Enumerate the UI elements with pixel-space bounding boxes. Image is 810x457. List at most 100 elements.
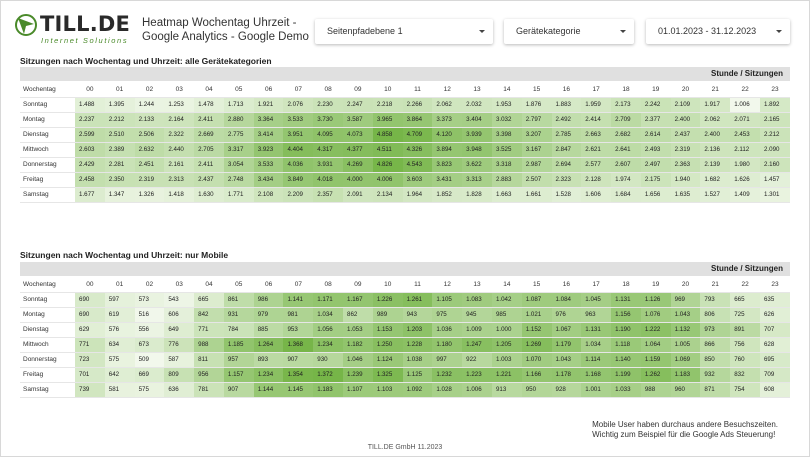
heatmap-cell: 1.009 bbox=[462, 322, 492, 338]
heatmap-cell: 4.073 bbox=[343, 127, 373, 143]
heatmap-cell: 1.921 bbox=[253, 97, 284, 113]
table-2-band-label: Stunde / Sitzungen bbox=[711, 264, 783, 273]
heatmap-cell: 2.313 bbox=[164, 172, 195, 188]
chevron-down-icon bbox=[776, 30, 782, 33]
heatmap-cell: 1.131 bbox=[581, 322, 612, 338]
heatmap-cell: 3.603 bbox=[402, 172, 433, 188]
heatmap-cell: 3.398 bbox=[491, 127, 522, 143]
heatmap-cell: 2.987 bbox=[521, 157, 552, 173]
heatmap-cell: 756 bbox=[730, 337, 760, 353]
table-row: Montag 690 619 516 606 842 931 979 981 1.034 862 98… bbox=[20, 307, 790, 323]
table-2-title: Sitzungen nach Wochentag und Uhrzeit: nu… bbox=[20, 250, 229, 260]
heatmap-cell: 2.437 bbox=[194, 172, 224, 188]
heatmap-cell: 695 bbox=[759, 352, 790, 368]
hour-header: 21 bbox=[700, 82, 731, 98]
heatmap-cell: 1.828 bbox=[462, 187, 492, 203]
chevron-down-icon bbox=[620, 30, 626, 33]
heatmap-cell: 1.247 bbox=[462, 337, 492, 353]
table-row: Mittwoch 771 634 673 776 988 1.185 1.264 1.368 1.… bbox=[20, 337, 790, 353]
hour-header: 11 bbox=[402, 82, 433, 98]
heatmap-cell: 3.931 bbox=[313, 157, 344, 173]
heatmap-cell: 2.507 bbox=[521, 172, 552, 188]
heatmap-cell: 723 bbox=[75, 352, 105, 368]
heatmap-cell: 3.533 bbox=[283, 112, 314, 128]
row-header-label: Wochentag bbox=[20, 277, 75, 293]
heatmap-cell: 1.166 bbox=[521, 367, 552, 383]
heatmap-cell: 1.043 bbox=[670, 307, 701, 323]
heatmap-cell: 862 bbox=[343, 307, 373, 323]
heatmap-cell: 2.440 bbox=[164, 142, 195, 158]
heatmap-cell: 2.437 bbox=[670, 127, 701, 143]
heatmap-cell: 2.323 bbox=[551, 172, 582, 188]
heatmap-cell: 2.266 bbox=[402, 97, 433, 113]
heatmap-cell: 950 bbox=[521, 382, 552, 398]
heatmap-cell: 4.269 bbox=[343, 157, 373, 173]
heatmap-cell: 1.087 bbox=[521, 292, 552, 308]
heatmap-cell: 985 bbox=[491, 307, 522, 323]
hour-header: 23 bbox=[759, 82, 790, 98]
heatmap-cell: 3.373 bbox=[432, 112, 463, 128]
heatmap-cell: 2.091 bbox=[343, 187, 373, 203]
heatmap-cell: 793 bbox=[700, 292, 731, 308]
heatmap-cell: 2.160 bbox=[759, 157, 790, 173]
heatmap-cell: 1.157 bbox=[223, 367, 254, 383]
heatmap-cell: 1.684 bbox=[611, 187, 641, 203]
heatmap-cell: 2.883 bbox=[491, 172, 522, 188]
heatmap-cell: 771 bbox=[75, 337, 105, 353]
heatmap-cell: 576 bbox=[104, 322, 135, 338]
heatmap-cell: 3.054 bbox=[223, 157, 254, 173]
table-1-band: Stunde / Sitzungen bbox=[20, 67, 790, 81]
heatmap-cell: 771 bbox=[194, 322, 224, 338]
report-title-line-2: Google Analytics - Google Demo bbox=[142, 31, 309, 43]
heatmap-cell: 3.167 bbox=[521, 142, 552, 158]
heatmap-cell: 963 bbox=[581, 307, 612, 323]
logo-tagline: Internet Solutions bbox=[41, 36, 129, 45]
heatmap-cell: 635 bbox=[759, 292, 790, 308]
heatmap-cell: 4.404 bbox=[283, 142, 314, 158]
heatmap-cell: 1.156 bbox=[611, 307, 641, 323]
heatmap-cell: 2.614 bbox=[640, 127, 671, 143]
heatmap-cell: 2.165 bbox=[759, 112, 790, 128]
heatmap-cell: 2.108 bbox=[253, 187, 284, 203]
heatmap-cell: 2.322 bbox=[164, 127, 195, 143]
hour-header: 15 bbox=[521, 277, 552, 293]
hour-header: 15 bbox=[521, 82, 552, 98]
heatmap-cell: 2.497 bbox=[640, 157, 671, 173]
heatmap-cell: 913 bbox=[491, 382, 522, 398]
date-range-filter[interactable]: 01.01.2023 - 31.12.2023 bbox=[646, 19, 790, 44]
hour-header: 09 bbox=[343, 82, 373, 98]
heatmap-cell: 1.159 bbox=[640, 352, 671, 368]
heatmap-cell: 3.431 bbox=[432, 172, 463, 188]
page-path-filter[interactable]: Seitenpfadebene 1 bbox=[315, 19, 493, 44]
heatmap-cell: 3.951 bbox=[283, 127, 314, 143]
heatmap-cell: 2.603 bbox=[75, 142, 105, 158]
heatmap-cell: 1.239 bbox=[343, 367, 373, 383]
heatmap-cell: 1.084 bbox=[551, 292, 582, 308]
heatmap-cell: 784 bbox=[223, 322, 254, 338]
heatmap-cell: 2.669 bbox=[194, 127, 224, 143]
heatmap-cell: 2.357 bbox=[313, 187, 344, 203]
table-row: Sonntag 690 597 573 543 665 861 986 1.141 1.171 1.… bbox=[20, 292, 790, 308]
heatmap-cell: 3.032 bbox=[491, 112, 522, 128]
table-row: Dienstag 2.599 2.510 2.506 2.322 2.669 2.775 3.… bbox=[20, 127, 790, 143]
heatmap-cell: 861 bbox=[223, 292, 254, 308]
heatmap-cell: 1.182 bbox=[343, 337, 373, 353]
hour-header: 12 bbox=[432, 277, 463, 293]
hour-header: 21 bbox=[700, 277, 731, 293]
hour-header: 14 bbox=[491, 82, 522, 98]
chevron-down-icon bbox=[479, 30, 485, 33]
heatmap-cell: 832 bbox=[730, 367, 760, 383]
heatmap-cell: 1.244 bbox=[134, 97, 165, 113]
heatmap-cell: 1.959 bbox=[581, 97, 612, 113]
device-category-filter[interactable]: Gerätekategorie bbox=[504, 19, 634, 44]
heatmap-cell: 1.347 bbox=[104, 187, 135, 203]
heatmap-cell: 2.453 bbox=[730, 127, 760, 143]
heatmap-cell: 2.748 bbox=[223, 172, 254, 188]
heatmap-cell: 2.400 bbox=[700, 127, 731, 143]
heatmap-cell: 2.621 bbox=[581, 142, 612, 158]
heatmap-cell: 1.852 bbox=[432, 187, 463, 203]
hour-header: 19 bbox=[640, 277, 671, 293]
heatmap-cell: 957 bbox=[223, 352, 254, 368]
heatmap-cell: 976 bbox=[551, 307, 582, 323]
heatmap-cell: 850 bbox=[700, 352, 731, 368]
